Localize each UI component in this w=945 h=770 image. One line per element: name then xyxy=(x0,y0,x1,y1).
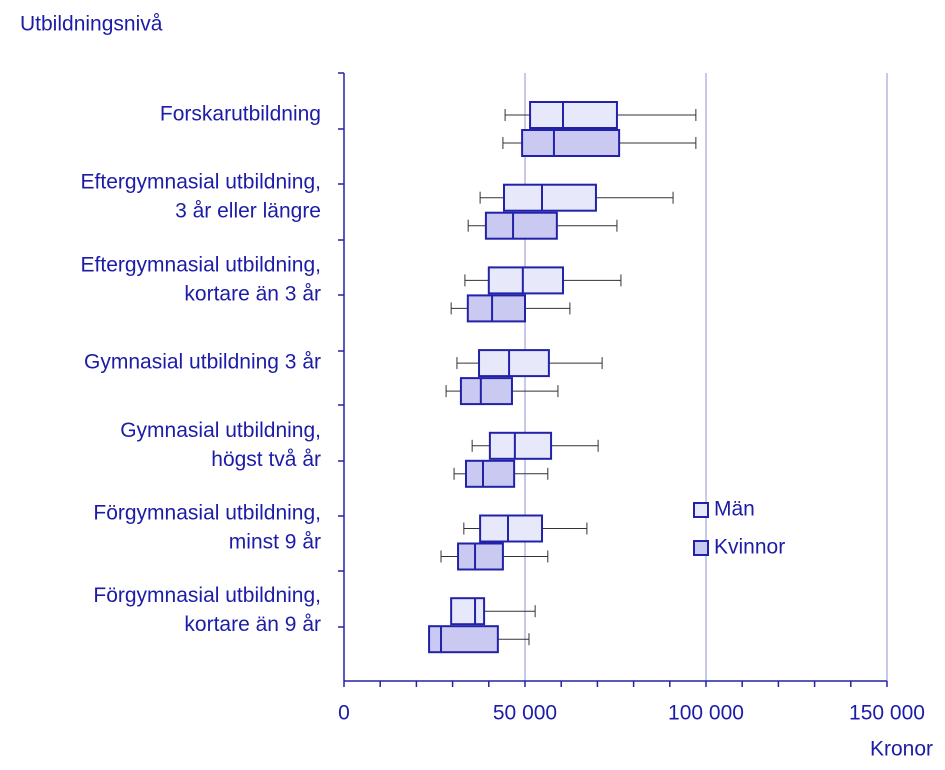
box xyxy=(457,542,504,571)
category-label: Eftergymnasial utbildning, xyxy=(81,253,321,276)
y-axis xyxy=(338,72,345,681)
box xyxy=(428,625,499,654)
category-label: högst två år xyxy=(211,448,321,471)
category-label: kortare än 9 år xyxy=(184,613,321,636)
box xyxy=(529,101,618,129)
category-label: Forskarutbildning xyxy=(160,103,321,126)
box xyxy=(479,514,544,543)
x-tick-label: 150 000 xyxy=(849,702,925,725)
category-label: Gymnasial utbildning 3 år xyxy=(84,351,321,374)
legend-swatch xyxy=(693,502,709,518)
y-axis-title: Utbildningsnivå xyxy=(20,13,163,36)
box xyxy=(484,211,558,240)
category-label: Förgymnasial utbildning, xyxy=(93,584,321,607)
box xyxy=(521,129,621,157)
x-tick-label: 100 000 xyxy=(668,702,744,725)
box xyxy=(450,597,486,626)
box xyxy=(478,349,550,378)
legend-swatch xyxy=(693,540,709,556)
category-label: minst 9 år xyxy=(229,531,321,554)
box xyxy=(459,377,513,406)
box xyxy=(487,266,565,295)
x-tick-label: 0 xyxy=(338,702,350,725)
legend-label: Kvinnor xyxy=(714,536,785,559)
box xyxy=(464,459,516,488)
category-label: Eftergymnasial utbildning, xyxy=(81,171,321,194)
legend-label: Män xyxy=(714,498,755,521)
box xyxy=(466,294,526,323)
x-tick-label: 50 000 xyxy=(493,702,557,725)
category-label: 3 år eller längre xyxy=(175,200,321,223)
category-label: Gymnasial utbildning, xyxy=(120,419,321,442)
box xyxy=(503,183,597,212)
category-label: kortare än 3 år xyxy=(184,282,321,305)
category-label: Förgymnasial utbildning, xyxy=(93,502,321,525)
x-axis-title: Kronor xyxy=(870,738,933,761)
box xyxy=(488,431,553,460)
